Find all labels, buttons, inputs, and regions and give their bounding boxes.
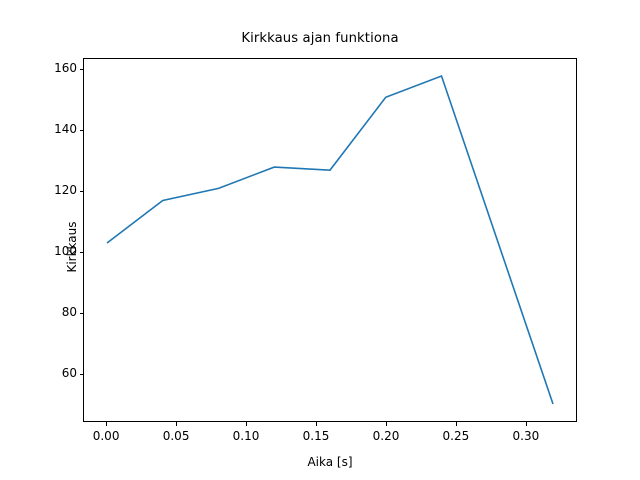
- x-tick-label: 0.05: [162, 429, 190, 443]
- x-tick-mark: [316, 422, 317, 426]
- chart-title: Kirkkaus ajan funktiona: [241, 31, 399, 46]
- y-axis-label: Kirkkaus: [65, 221, 79, 273]
- x-tick-label: 0.30: [512, 429, 540, 443]
- plot-area: [83, 58, 577, 422]
- x-tick-label: 0.10: [232, 429, 260, 443]
- x-tick-label: 0.25: [442, 429, 470, 443]
- x-tick-mark: [176, 422, 178, 426]
- x-tick-mark: [386, 422, 387, 426]
- y-tick-label: 80: [61, 305, 77, 320]
- y-tick-mark: [79, 191, 83, 193]
- y-tick-label: 100: [54, 244, 77, 259]
- x-tick-mark: [455, 422, 457, 426]
- line-series-svg: [106, 74, 554, 405]
- y-tick-mark: [79, 374, 83, 376]
- x-tick-mark: [106, 422, 108, 426]
- x-tick-mark: [525, 422, 527, 426]
- x-tick-label: 0.15: [302, 429, 330, 443]
- x-tick-mark: [246, 422, 247, 426]
- data-line: [106, 74, 554, 405]
- y-tick-label: 60: [61, 366, 77, 381]
- x-axis-label: Aika [s]: [307, 455, 353, 469]
- y-tick-mark: [79, 252, 83, 254]
- y-tick-mark: [79, 313, 83, 315]
- y-tick-label: 140: [54, 122, 77, 137]
- x-tick-label: 0.20: [372, 429, 400, 443]
- y-tick-mark: [79, 69, 83, 70]
- x-tick-label: 0.00: [92, 429, 120, 443]
- y-tick-label: 160: [54, 61, 77, 75]
- y-tick-label: 120: [54, 183, 77, 198]
- y-tick-mark: [79, 130, 83, 132]
